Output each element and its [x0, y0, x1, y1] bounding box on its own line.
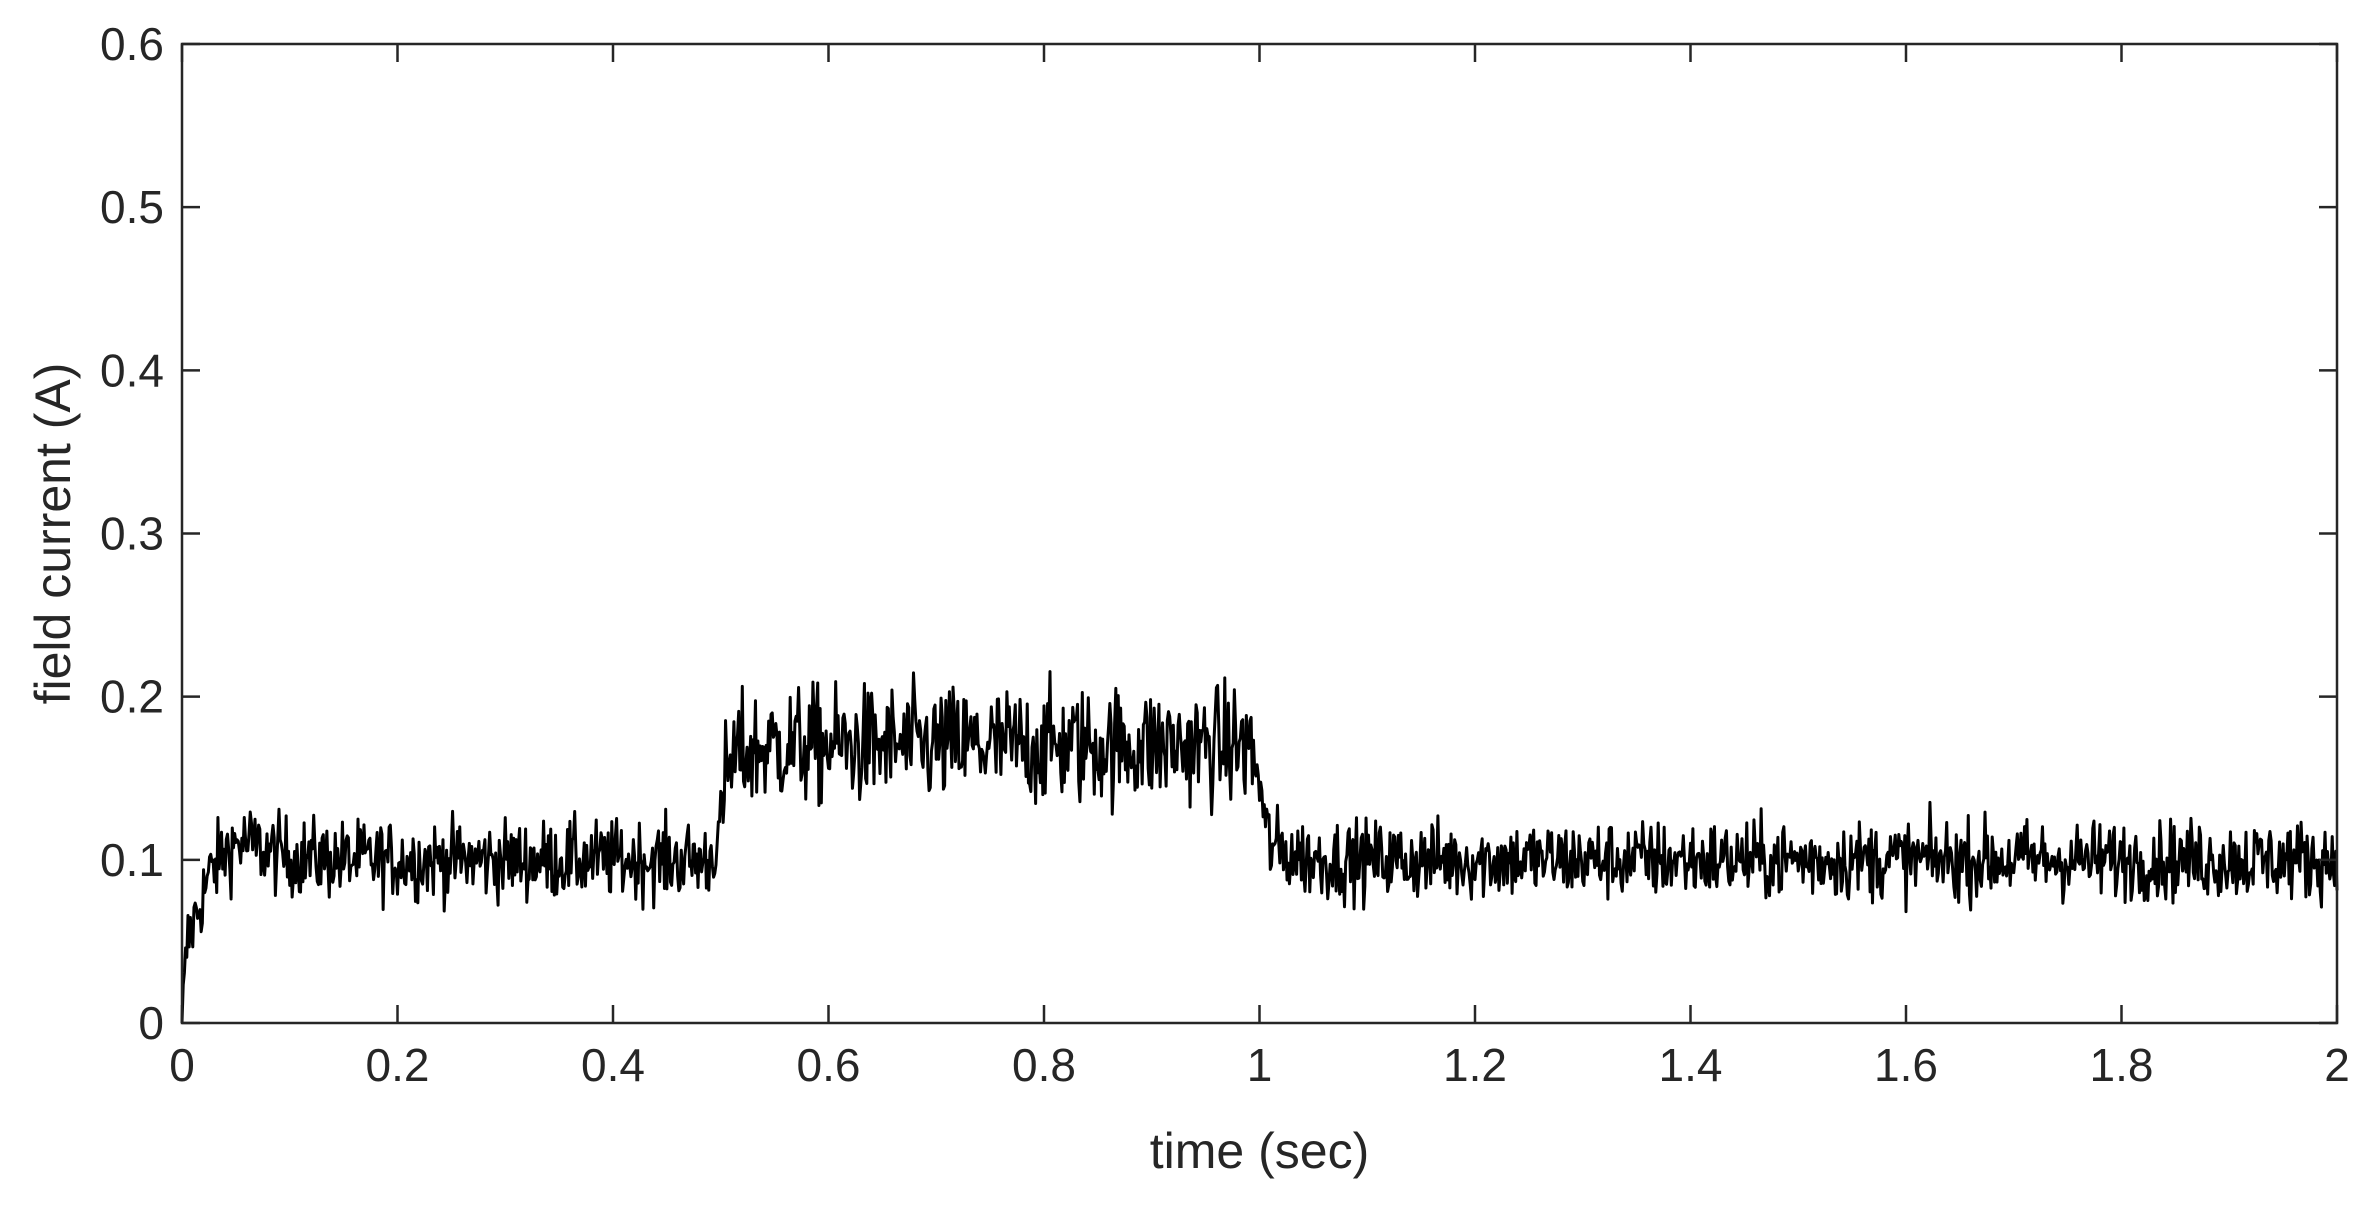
x-tick-label: 1.6 — [1874, 1039, 1938, 1091]
x-axis-label: time (sec) — [1150, 1123, 1369, 1179]
y-tick-label: 0.5 — [100, 181, 164, 233]
y-tick-label: 0 — [138, 997, 164, 1049]
x-tick-label: 1.8 — [2090, 1039, 2154, 1091]
x-tick-label: 0.2 — [366, 1039, 430, 1091]
y-tick-label: 0.6 — [100, 18, 164, 70]
x-tick-label: 2 — [2324, 1039, 2350, 1091]
x-tick-label: 1 — [1247, 1039, 1273, 1091]
y-tick-label: 0.2 — [100, 671, 164, 723]
y-tick-label: 0.1 — [100, 834, 164, 886]
y-axis-label: field current (A) — [25, 363, 81, 705]
x-tick-label: 0.8 — [1012, 1039, 1076, 1091]
series-layer — [180, 670, 2339, 1024]
x-tick-label: 0.6 — [797, 1039, 861, 1091]
y-tick-label: 0.4 — [100, 344, 164, 396]
x-tick-label: 1.2 — [1443, 1039, 1507, 1091]
plot-frame — [180, 42, 2339, 1025]
series-line — [180, 670, 2339, 1024]
y-tick-label: 0.3 — [100, 508, 164, 560]
x-tick-label: 0.4 — [581, 1039, 645, 1091]
x-axis-ticks: 0 0.2 0.4 0.6 0.8 1 1.2 1.4 1.6 1.8 2 — [169, 44, 2350, 1091]
y-axis-ticks: 0 0.1 0.2 0.3 0.4 0.5 0.6 — [100, 18, 2337, 1049]
x-tick-label: 0 — [169, 1039, 195, 1091]
x-tick-label: 1.4 — [1659, 1039, 1723, 1091]
